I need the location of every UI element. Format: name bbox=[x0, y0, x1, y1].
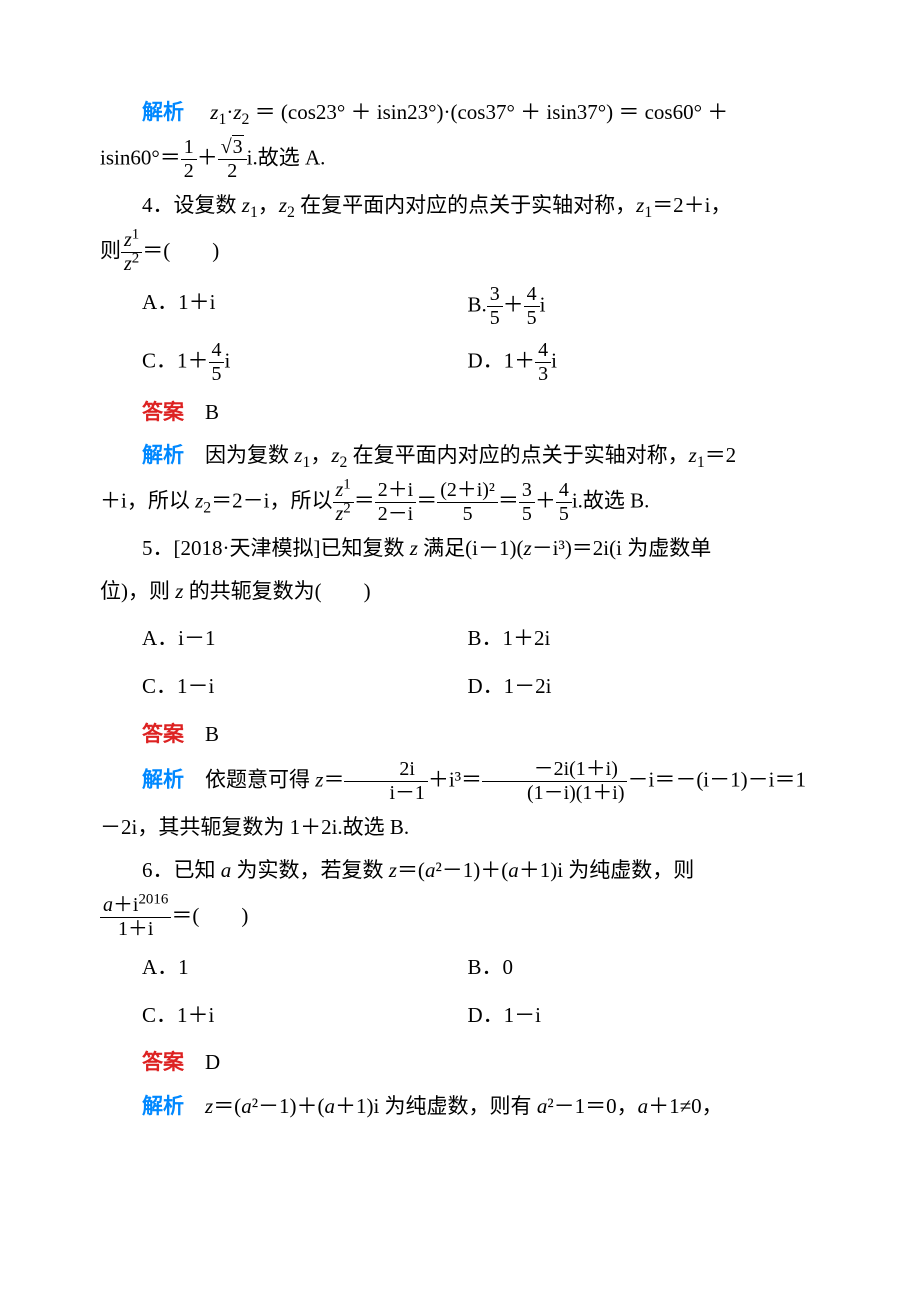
q4-answer: 答案 B bbox=[100, 393, 820, 433]
answer-label: 答案 bbox=[142, 722, 184, 746]
answer-label: 答案 bbox=[142, 1050, 184, 1074]
q6-opt-d: D．1－i bbox=[467, 996, 820, 1036]
answer-label: 答案 bbox=[142, 400, 184, 424]
q4-stem-line2: 则z1z2＝( ) bbox=[100, 229, 820, 276]
q4-opt-c: C．1＋45i bbox=[142, 339, 467, 386]
q5-answer: 答案 B bbox=[100, 715, 820, 755]
analysis-label: 解析 bbox=[142, 767, 184, 791]
q6-opt-c: C．1＋i bbox=[142, 996, 467, 1036]
analysis-label: 解析 bbox=[142, 1094, 184, 1118]
analysis-label: 解析 bbox=[142, 100, 184, 124]
q3-ana-text1: ＝ (cos23° ＋ isin23°)·(cos37° ＋ isin37°) … bbox=[255, 100, 729, 124]
q6-stem-line1: 6．已知 a 为实数，若复数 z＝(a²－1)＋(a＋1)i 为纯虚数，则 bbox=[100, 851, 820, 891]
q4-options: A．1＋i B.35＋45i C．1＋45i D．1＋43i bbox=[142, 279, 820, 390]
q6-opt-a: A．1 bbox=[142, 948, 467, 988]
q3-analysis-line2: isin60°＝12＋32i.故选 A. bbox=[100, 136, 820, 183]
q6-opt-b: B．0 bbox=[467, 948, 820, 988]
q4-analysis-line1: 解析 因为复数 z1，z2 在复平面内对应的点关于实轴对称，z1＝2 bbox=[100, 436, 820, 476]
q6-analysis-line1: 解析 z＝(a²－1)＋(a＋1)i 为纯虚数，则有 a²－1＝0，a＋1≠0， bbox=[100, 1087, 820, 1127]
q5-opt-b: B．1＋2i bbox=[467, 619, 820, 659]
q5-opt-c: C．1－i bbox=[142, 667, 467, 707]
q5-analysis-line2: －2i，其共轭复数为 1＋2i.故选 B. bbox=[100, 808, 820, 848]
analysis-label: 解析 bbox=[142, 443, 184, 467]
q6-stem-frac: a＋i20161＋i bbox=[100, 894, 171, 941]
q3-analysis-line1: 解析 z1·z2 ＝ (cos23° ＋ isin23°)·(cos37° ＋ … bbox=[100, 93, 820, 133]
q6-answer: 答案 D bbox=[100, 1043, 820, 1083]
q5-stem-line2: 位)，则 z 的共轭复数为( ) bbox=[100, 572, 820, 612]
q4-opt-a: A．1＋i bbox=[142, 283, 467, 330]
frac-1-2: 12 bbox=[181, 136, 197, 183]
q4-analysis-line2: ＋i，所以 z2＝2－i，所以z1z2＝2＋i2－i＝(2＋i)²5＝35＋45… bbox=[100, 479, 820, 526]
q6-stem-line2: a＋i20161＋i＝( ) bbox=[100, 894, 820, 941]
q4-stem-frac: z1z2 bbox=[121, 229, 142, 276]
q4-opt-b: B.35＋45i bbox=[467, 283, 820, 330]
q6-options: A．1 B．0 C．1＋i D．1－i bbox=[142, 944, 820, 1041]
q5-opt-d: D．1－2i bbox=[467, 667, 820, 707]
q5-analysis-line1: 解析 依题意可得 z＝2ii－1＋i³＝－2i(1＋i)(1－i)(1＋i)－i… bbox=[100, 758, 820, 805]
q5-options: A．i－1 B．1＋2i C．1－i D．1－2i bbox=[142, 615, 820, 712]
frac-sqrt3-2: 32 bbox=[218, 136, 247, 183]
q5-stem-line1: 5．[2018·天津模拟]已知复数 z 满足(i－1)(z－i³)＝2i(i 为… bbox=[100, 529, 820, 569]
q5-opt-a: A．i－1 bbox=[142, 619, 467, 659]
q4-stem-line1: 4．设复数 z1，z2 在复平面内对应的点关于实轴对称，z1＝2＋i， bbox=[100, 186, 820, 226]
q4-opt-d: D．1＋43i bbox=[467, 339, 820, 386]
